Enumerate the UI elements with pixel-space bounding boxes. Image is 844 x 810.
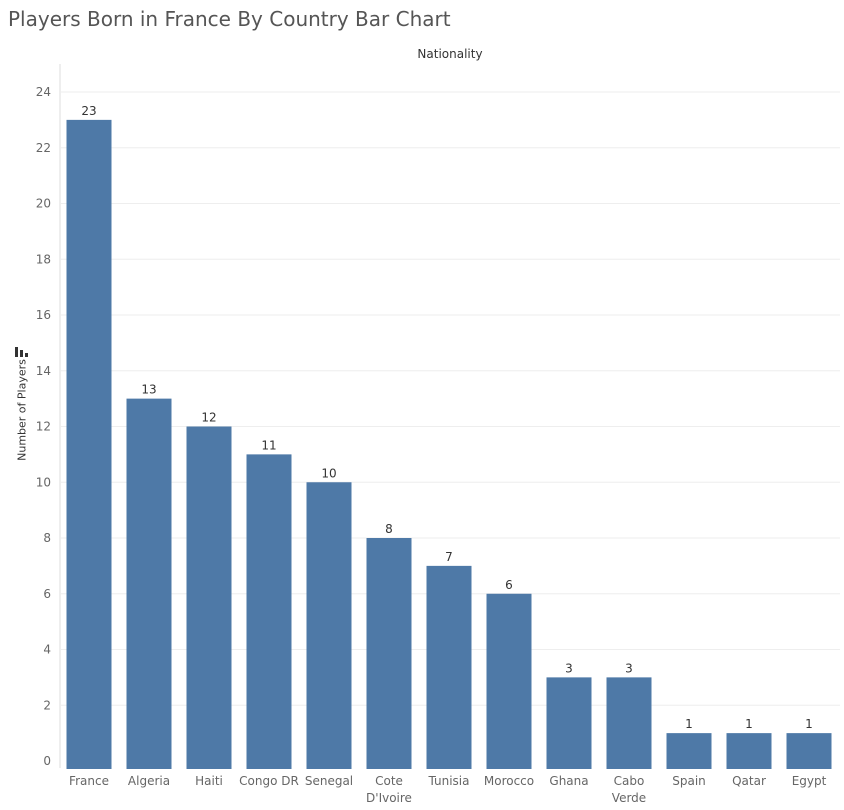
x-category-label: Egypt bbox=[792, 774, 827, 788]
bar-congo-dr[interactable] bbox=[246, 454, 292, 769]
bar-qatar[interactable] bbox=[726, 733, 772, 769]
y-tick-label: 0 bbox=[43, 754, 51, 768]
y-tick-label: 4 bbox=[43, 643, 51, 657]
data-label: 23 bbox=[81, 104, 96, 118]
y-tick-label: 22 bbox=[36, 141, 51, 155]
y-tick-label: 6 bbox=[43, 587, 51, 601]
x-category-label: Verde bbox=[612, 791, 646, 805]
y-tick-label: 2 bbox=[43, 698, 51, 712]
bar-cabo-verde[interactable] bbox=[606, 677, 652, 769]
y-tick-label: 20 bbox=[36, 197, 51, 211]
data-label: 8 bbox=[385, 522, 393, 536]
x-category-label: D'Ivoire bbox=[366, 791, 412, 805]
y-tick-label: 16 bbox=[36, 308, 51, 322]
bar-algeria[interactable] bbox=[126, 398, 172, 769]
bar-spain[interactable] bbox=[666, 733, 712, 769]
bar-tunisia[interactable] bbox=[426, 565, 472, 769]
y-tick-label: 14 bbox=[36, 364, 51, 378]
data-label: 13 bbox=[141, 383, 156, 397]
x-category-label: Haiti bbox=[195, 774, 223, 788]
bar-ghana[interactable] bbox=[546, 677, 592, 769]
bar-france[interactable] bbox=[66, 119, 112, 769]
x-category-label: France bbox=[69, 774, 109, 788]
bars bbox=[66, 119, 832, 770]
x-category-label: Morocco bbox=[484, 774, 534, 788]
bar-haiti[interactable] bbox=[186, 426, 232, 770]
chart-title: Players Born in France By Country Bar Ch… bbox=[8, 7, 451, 31]
data-label: 3 bbox=[625, 661, 633, 675]
x-category-label: Congo DR bbox=[239, 774, 299, 788]
x-category-label: Cote bbox=[375, 774, 403, 788]
x-category-label: Spain bbox=[672, 774, 706, 788]
x-axis-categories: France Algeria Haiti Congo DR Senegal Cote D'I… bbox=[69, 774, 827, 805]
sort-descending-icon[interactable] bbox=[15, 346, 29, 358]
bar-senegal[interactable] bbox=[306, 482, 352, 769]
x-category-label: Senegal bbox=[305, 774, 353, 788]
x-category-label: Algeria bbox=[128, 774, 170, 788]
data-label: 11 bbox=[261, 438, 276, 452]
x-axis-header: Nationality bbox=[417, 47, 483, 61]
bar-morocco[interactable] bbox=[486, 593, 532, 769]
y-tick-label: 12 bbox=[36, 420, 51, 434]
data-label: 3 bbox=[565, 661, 573, 675]
data-label: 10 bbox=[321, 466, 336, 480]
bar-cote-d-ivoire[interactable] bbox=[366, 538, 412, 769]
x-category-label: Ghana bbox=[549, 774, 588, 788]
data-label: 1 bbox=[685, 717, 693, 731]
x-category-label: Qatar bbox=[732, 774, 766, 788]
x-category-label: Tunisia bbox=[428, 774, 470, 788]
data-label: 1 bbox=[745, 717, 753, 731]
y-tick-label: 18 bbox=[36, 252, 51, 266]
y-tick-label: 10 bbox=[36, 475, 51, 489]
data-label: 1 bbox=[805, 717, 813, 731]
data-label: 6 bbox=[505, 578, 513, 592]
y-tick-label: 24 bbox=[36, 85, 51, 99]
data-label: 12 bbox=[201, 411, 216, 425]
bar-egypt[interactable] bbox=[786, 733, 832, 769]
y-tick-label: 8 bbox=[43, 531, 51, 545]
x-category-label: Cabo bbox=[614, 774, 645, 788]
data-label: 7 bbox=[445, 550, 453, 564]
gridlines bbox=[59, 64, 840, 768]
